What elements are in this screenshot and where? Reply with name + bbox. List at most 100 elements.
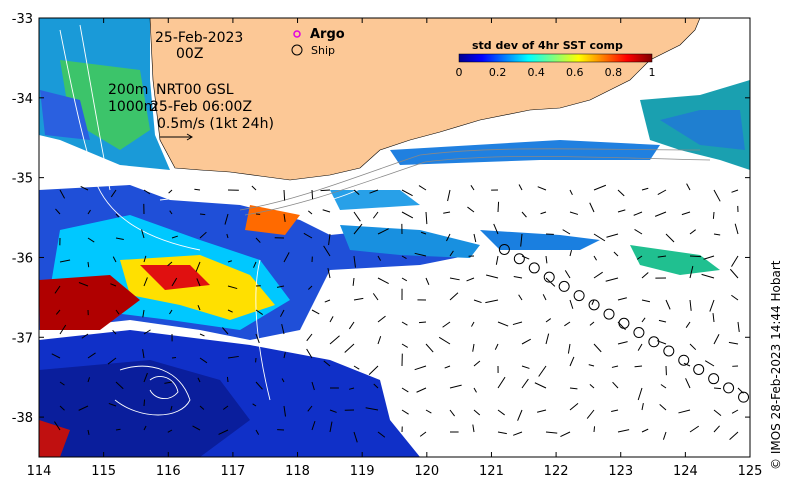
current-arrow [255, 429, 260, 435]
current-arrow [401, 343, 408, 348]
current-arrow [497, 321, 509, 327]
current-arrow [562, 229, 571, 235]
current-arrow [537, 409, 547, 413]
current-arrow [81, 333, 89, 339]
current-arrow [377, 315, 386, 323]
current-arrow [110, 189, 117, 198]
colorbar-tick-label: 0.2 [489, 66, 507, 79]
current-arrow [87, 209, 91, 215]
lat-tick-label: -35 [12, 172, 33, 187]
current-arrow [164, 381, 173, 384]
current-arrow [713, 387, 721, 390]
current-arrow [486, 274, 499, 279]
current-arrow [569, 189, 573, 196]
current-arrow [569, 249, 573, 257]
current-arrow [497, 409, 505, 416]
current-arrow [311, 309, 320, 315]
current-arrow [373, 383, 379, 389]
current-arrow [323, 245, 331, 257]
current-arrow [227, 309, 233, 313]
current-arrow [199, 357, 208, 364]
current-arrow [327, 268, 331, 279]
current-arrow [401, 387, 409, 393]
current-arrow [251, 185, 257, 191]
current-arrow [280, 309, 285, 317]
current-arrow [169, 210, 173, 215]
current-arrow [569, 403, 579, 411]
current-arrow [564, 321, 571, 327]
current-arrow [169, 309, 173, 315]
current-arrow [605, 277, 619, 282]
current-arrow [641, 187, 649, 191]
current-arrow [196, 278, 201, 287]
lon-tick-label: 122 [544, 464, 569, 479]
current-arrow [401, 189, 413, 197]
current-arrow [658, 319, 667, 323]
lon-tick-label: 125 [738, 464, 763, 479]
colorbar-tick-label: 0.6 [566, 66, 584, 79]
current-arrow [401, 277, 408, 282]
current-arrow [401, 321, 408, 326]
ship-position-marker [663, 345, 675, 357]
current-arrow [472, 424, 475, 433]
argo-marker-icon [293, 30, 301, 38]
current-arrow [611, 365, 619, 368]
current-arrow [569, 356, 575, 367]
current-arrow [194, 188, 201, 191]
current-arrow [444, 365, 451, 369]
lon-tick-label: 123 [608, 464, 633, 479]
ship-position-marker [603, 308, 615, 320]
current-arrow [192, 425, 201, 431]
current-arrow [473, 360, 481, 367]
vector-scale-arrow [160, 133, 193, 141]
current-arrow [199, 231, 207, 239]
current-arrow [641, 317, 646, 323]
current-arrow [518, 184, 523, 191]
colorbar-ticks: 0 0.2 0.4 0.6 0.8 1 [456, 66, 656, 79]
current-arrow [737, 321, 740, 333]
current-arrow [283, 213, 286, 222]
current-arrow [512, 321, 523, 326]
current-arrow [613, 251, 619, 257]
current-arrow [589, 383, 595, 389]
current-arrow [252, 403, 257, 407]
current-arrow [485, 299, 499, 304]
current-arrow [521, 211, 527, 218]
current-arrow [303, 232, 313, 239]
current-arrow [168, 189, 173, 194]
current-arrow [87, 352, 96, 359]
latitude-axis: -33 -34 -35 -36 -37 -38 [12, 12, 750, 426]
current-arrow [143, 399, 146, 407]
depth-label-200: 200m [108, 82, 148, 98]
current-arrow [143, 372, 148, 383]
current-arrow [112, 329, 117, 335]
current-arrow [729, 431, 739, 440]
colorbar-tick-label: 1 [649, 66, 656, 79]
current-arrow [634, 365, 643, 368]
current-arrow [419, 431, 427, 437]
current-arrow [59, 259, 71, 263]
ship-position-marker [588, 299, 600, 311]
current-arrow [617, 429, 630, 433]
depth-label-1000: 1000m [108, 99, 157, 115]
ship-position-marker [558, 280, 570, 292]
ship-position-marker [723, 382, 735, 394]
lon-tick-label: 124 [673, 464, 698, 479]
current-arrow [641, 402, 644, 411]
current-arrow [473, 299, 482, 304]
current-arrow [542, 294, 547, 301]
current-arrow [108, 402, 117, 407]
current-arrow [328, 233, 331, 246]
current-arrow [324, 299, 331, 303]
ship-track [498, 243, 750, 403]
current-arrow [593, 233, 606, 242]
current-arrow [593, 255, 597, 261]
current-arrow [472, 343, 475, 352]
current-arrow [728, 341, 739, 345]
longitude-axis: 114 115 116 117 118 119 120 121 122 123 124 125 [27, 18, 763, 479]
current-arrow [377, 228, 389, 235]
current-arrow [495, 255, 499, 265]
current-arrow [606, 233, 619, 238]
lon-tick-label: 118 [285, 464, 310, 479]
current-arrow [591, 299, 595, 305]
